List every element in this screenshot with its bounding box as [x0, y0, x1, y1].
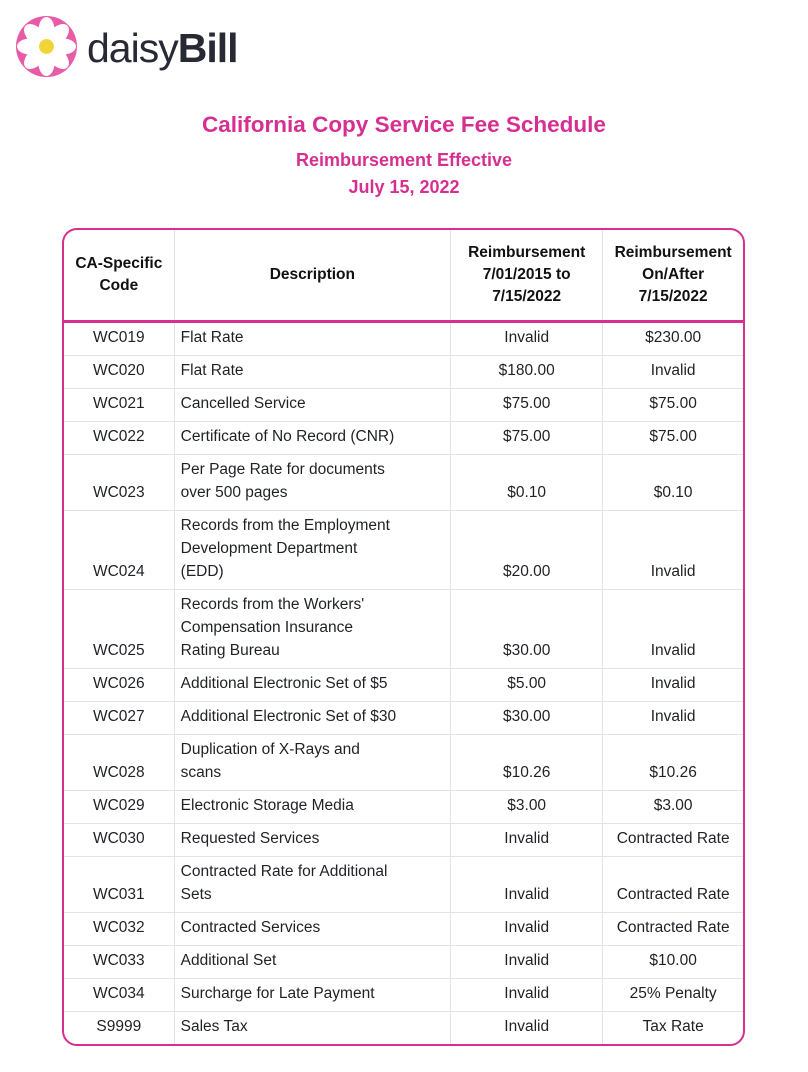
logo-text-daisy: daisy	[87, 25, 179, 71]
table-row: WC034 Surcharge for Late Payment Invalid…	[64, 978, 743, 1012]
rate-after-cell: 25% Penalty	[602, 978, 743, 1012]
table-row: WC020 Flat Rate $180.00 Invalid	[64, 355, 743, 389]
code-cell: WC020	[64, 355, 175, 389]
description-cell: Additional Electronic Set of $30	[174, 701, 452, 735]
rate-before-cell: Invalid	[450, 856, 604, 913]
rate-before-cell: $20.00	[450, 510, 604, 590]
table-row: WC033 Additional Set Invalid $10.00	[64, 945, 743, 979]
table-row: WC032 Contracted Services Invalid Contra…	[64, 912, 743, 946]
rate-before-cell: Invalid	[450, 912, 604, 946]
logo-wordmark: daisyBill	[87, 17, 239, 80]
table-row: WC031 Contracted Rate for Additional Set…	[64, 856, 743, 913]
table-row: WC027 Additional Electronic Set of $30 $…	[64, 701, 743, 735]
code-cell: WC028	[64, 734, 175, 791]
rate-after-cell: Contracted Rate	[602, 912, 743, 946]
rate-before-cell: $3.00	[450, 790, 604, 824]
description-cell: Per Page Rate for documents over 500 pag…	[174, 454, 452, 511]
rate-after-cell: $75.00	[602, 388, 743, 422]
code-cell: WC025	[64, 589, 175, 669]
rate-before-cell: $10.26	[450, 734, 604, 791]
description-cell: Additional Set	[174, 945, 452, 979]
rate-after-cell: Tax Rate	[602, 1011, 743, 1044]
code-cell: WC024	[64, 510, 175, 590]
code-cell: WC023	[64, 454, 175, 511]
description-cell: Duplication of X-Rays and scans	[174, 734, 452, 791]
rate-before-cell: Invalid	[450, 978, 604, 1012]
rate-before-cell: $75.00	[450, 388, 604, 422]
table-row: WC030 Requested Services Invalid Contrac…	[64, 823, 743, 857]
rate-before-cell: Invalid	[450, 945, 604, 979]
brand-logo: daisyBill	[0, 0, 808, 82]
rate-after-cell: $75.00	[602, 421, 743, 455]
rate-after-cell: Invalid	[602, 589, 743, 669]
code-cell: WC029	[64, 790, 175, 824]
description-cell: Records from the Workers' Compensation I…	[174, 589, 452, 669]
rate-after-cell: $230.00	[645, 329, 702, 346]
table-row: WC028 Duplication of X-Rays and scans $1…	[64, 734, 743, 791]
rate-after-cell: $0.10	[602, 454, 743, 511]
description-cell: Surcharge for Late Payment	[174, 978, 452, 1012]
daisy-flower-icon	[15, 15, 78, 83]
code-cell: WC026	[64, 668, 175, 702]
code-cell: WC027	[64, 701, 175, 735]
code-cell: WC032	[64, 912, 175, 946]
description-cell: Requested Services	[174, 823, 452, 857]
table-row: WC024 Records from the Employment Develo…	[64, 510, 743, 590]
description-cell: Certificate of No Record (CNR)	[174, 421, 452, 455]
rate-before-cell: Invalid	[450, 823, 604, 857]
fee-schedule-table-container: CA-Specific Code Description Reimburseme…	[62, 228, 745, 1046]
table-row: S9999 Sales Tax Invalid Tax Rate	[64, 1011, 743, 1044]
description-cell: Flat Rate	[174, 355, 452, 389]
description-cell: Electronic Storage Media	[174, 790, 452, 824]
code-cell: WC021	[64, 388, 175, 422]
code-cell: WC033	[64, 945, 175, 979]
table-row: WC019 Flat Rate Invalid $230.00	[64, 321, 743, 356]
description-cell: Records from the Employment Development …	[174, 510, 452, 590]
rate-before-cell: $30.00	[450, 589, 604, 669]
table-header-row: CA-Specific Code Description Reimburseme…	[64, 230, 743, 323]
code-cell: WC031	[64, 856, 175, 913]
table-row: WC025 Records from the Workers' Compensa…	[64, 589, 743, 669]
description-cell: Contracted Services	[174, 912, 452, 946]
code-cell: WC019	[64, 321, 175, 356]
column-header-rate-before: Reimbursement 7/01/2015 to 7/15/2022	[450, 230, 604, 323]
code-cell: WC022	[64, 421, 175, 455]
code-cell: WC030	[64, 823, 175, 857]
description-cell: Sales Tax	[174, 1011, 452, 1044]
rate-after-cell: Invalid	[602, 355, 743, 389]
page-subtitle: Reimbursement Effective July 15, 2022	[295, 150, 513, 197]
table-row: WC029 Electronic Storage Media $3.00 $3.…	[64, 790, 743, 824]
rate-after-cell: Invalid	[602, 510, 743, 590]
table-row: WC021 Cancelled Service $75.00 $75.00	[64, 388, 743, 422]
fee-schedule-table: CA-Specific Code Description Reimburseme…	[64, 230, 743, 1044]
description-cell: Flat Rate	[174, 321, 452, 356]
column-header-rate-after: Reimbursement On/After 7/15/2022	[602, 230, 743, 323]
rate-before-cell: $75.00	[450, 421, 604, 455]
rate-after-cell: Invalid	[602, 668, 743, 702]
rate-before-cell: Invalid	[450, 1011, 604, 1044]
rate-before-cell: $5.00	[450, 668, 604, 702]
rate-before-cell: $180.00	[450, 355, 604, 389]
table-row: WC022 Certificate of No Record (CNR) $75…	[64, 421, 743, 455]
rate-before-cell: $30.00	[450, 701, 604, 735]
rate-after-cell: Contracted Rate	[602, 823, 743, 857]
table-row: WC026 Additional Electronic Set of $5 $5…	[64, 668, 743, 702]
rate-after-cell: $10.00	[602, 945, 743, 979]
description-cell: Additional Electronic Set of $5	[174, 668, 452, 702]
rate-after-cell: Invalid	[602, 701, 743, 735]
rate-after-cell: Contracted Rate	[602, 856, 743, 913]
code-cell: S9999	[64, 1011, 175, 1044]
code-cell: WC034	[64, 978, 175, 1012]
page-title: California Copy Service Fee Schedule	[202, 112, 606, 137]
description-cell: Contracted Rate for Additional Sets	[174, 856, 452, 913]
column-header-code: CA-Specific Code	[64, 230, 175, 323]
logo-text-bill: Bill	[177, 25, 239, 71]
rate-after-cell: $3.00	[602, 790, 743, 824]
table-row: WC023 Per Page Rate for documents over 5…	[64, 454, 743, 511]
rate-before-cell: $0.10	[450, 454, 604, 511]
column-header-description: Description	[174, 230, 452, 323]
rate-before-cell: Invalid	[450, 321, 604, 356]
description-cell: Cancelled Service	[174, 388, 452, 422]
rate-after-cell: $10.26	[602, 734, 743, 791]
